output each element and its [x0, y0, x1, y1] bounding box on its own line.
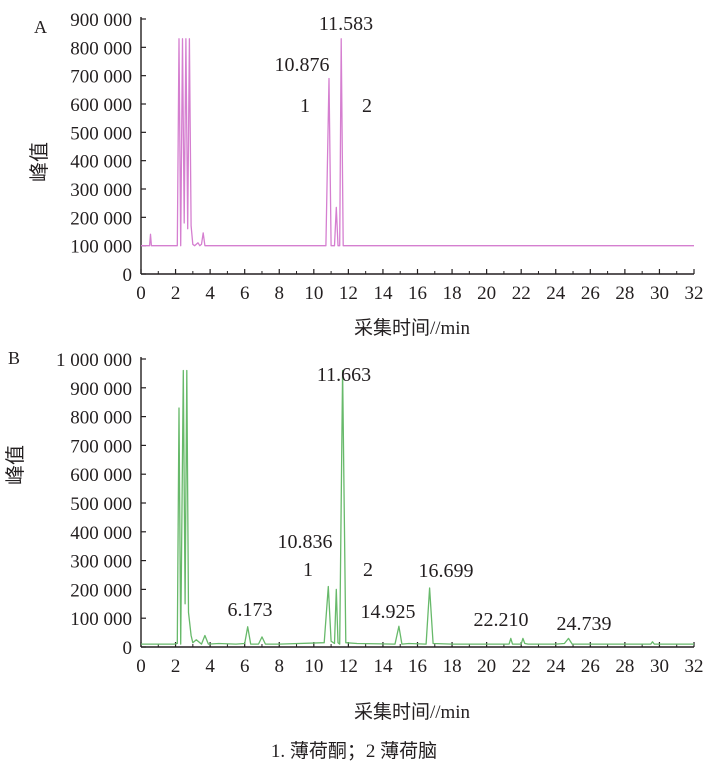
- panel-b-y-tick-label: 700 000: [70, 436, 132, 457]
- panel-b-y-tick-label: 600 000: [70, 465, 132, 486]
- panel-b-peak-id-1: 1: [303, 559, 313, 581]
- panel-a-x-tick-label: 0: [136, 283, 146, 304]
- panel-a: A 峰值 采集时间//min 0 2 4 6 8 10 12 14 16 18 20 22 24 26 28…: [28, 10, 704, 339]
- panel-a-y-axis-label: 峰值: [28, 142, 51, 182]
- panel-a-y-tick-label: 100 000: [70, 237, 132, 258]
- panel-b-plot: [141, 369, 694, 645]
- panel-a-plot: [141, 38, 694, 247]
- panel-a-x-tick-label: 12: [339, 283, 358, 304]
- panel-b-x-tick-label: 22: [512, 656, 531, 677]
- panel-a-x-tick-label: 14: [373, 283, 393, 304]
- panel-b-x-tick-label: 6: [240, 656, 250, 677]
- panel-b-x-tick-label: 26: [581, 656, 600, 677]
- figure-caption: 1. 薄荷酮；2 薄荷脑: [270, 741, 438, 762]
- panel-b-x-tick-label: 20: [477, 656, 496, 677]
- panel-a-x-axis-label: 采集时间//min: [354, 317, 471, 339]
- panel-b-x-tick-label: 14: [373, 656, 393, 677]
- panel-b-peak-id-2: 2: [363, 559, 373, 581]
- panel-b-y-tick-label: 500 000: [70, 494, 132, 515]
- panel-a-y-tick-label: 300 000: [70, 180, 132, 201]
- panel-b-x-tick-label: 30: [650, 656, 669, 677]
- panel-a-x-tick-label: 18: [443, 283, 462, 304]
- panel-a-y-tick-label: 600 000: [70, 95, 132, 116]
- panel-b-annotations: 6.173 10.836 1 11.663 2 14.925 16.699 22…: [228, 364, 612, 635]
- panel-a-y-tick-label: 500 000: [70, 123, 132, 144]
- panel-b-x-tick-label: 0: [136, 656, 146, 677]
- panel-a-y-tick-label: 0: [123, 265, 133, 286]
- panel-b-peak-label-24739: 24.739: [557, 613, 612, 635]
- panel-b-x-tick-label: 10: [304, 656, 323, 677]
- panel-a-label: A: [34, 17, 47, 37]
- panel-b-y-tick-label: 1 000 000: [56, 350, 132, 371]
- panel-b-x-axis-label: 采集时间//min: [354, 701, 471, 723]
- panel-a-x-tick-label: 2: [171, 283, 181, 304]
- panel-b-x-tick-label: 28: [615, 656, 634, 677]
- panel-b-y-tick-label: 300 000: [70, 552, 132, 573]
- panel-b: B 峰值 采集时间//min 0 2 4 6 8 10 12 14 16 18 20 22 24 26 28…: [4, 348, 704, 723]
- panel-a-x-tick-label: 4: [205, 283, 215, 304]
- panel-b-x-tick-label: 12: [339, 656, 358, 677]
- panel-a-y-tick-label: 400 000: [70, 152, 132, 173]
- panel-a-y-tick-label: 800 000: [70, 38, 132, 59]
- panel-a-x-tick-label: 22: [512, 283, 531, 304]
- panel-a-x-tick-label: 30: [650, 283, 669, 304]
- panel-b-x-tick-label: 24: [546, 656, 566, 677]
- panel-a-peak-id-2: 2: [362, 95, 372, 117]
- panel-a-y-tick-label: 900 000: [70, 10, 132, 31]
- panel-a-peak-label-11583: 11.583: [319, 13, 373, 35]
- panel-b-x-tick-label: 32: [685, 656, 704, 677]
- panel-a-peak-id-1: 1: [300, 95, 310, 117]
- panel-a-x-tick-label: 20: [477, 283, 496, 304]
- panel-b-y-tick-label: 0: [123, 638, 133, 659]
- panel-b-x-tick-label: 8: [275, 656, 285, 677]
- panel-b-peak-label-16699: 16.699: [419, 560, 474, 582]
- panel-a-x-tick-label: 26: [581, 283, 600, 304]
- panel-a-series-line: [141, 38, 694, 247]
- panel-a-y-tick-label: 200 000: [70, 208, 132, 229]
- panel-b-series-line: [141, 369, 694, 645]
- panel-a-peak-label-10876: 10.876: [275, 54, 330, 76]
- panel-b-y-tick-label: 200 000: [70, 580, 132, 601]
- panel-b-peak-label-10836: 10.836: [278, 531, 333, 553]
- panel-b-y-tick-label: 800 000: [70, 408, 132, 429]
- panel-a-x-tick-label: 10: [304, 283, 323, 304]
- panel-b-label: B: [8, 348, 20, 368]
- panel-b-x-tick-label: 16: [408, 656, 427, 677]
- panel-b-peak-label-6173: 6.173: [228, 599, 273, 621]
- panel-b-peak-label-14925: 14.925: [361, 601, 416, 623]
- panel-b-peak-label-11663: 11.663: [317, 364, 371, 386]
- panel-a-x-tick-label: 6: [240, 283, 250, 304]
- panel-a-x-tick-label: 28: [615, 283, 634, 304]
- panel-a-annotations: 10.876 1 11.583 2: [275, 13, 374, 117]
- panel-b-y-axis-label: 峰值: [4, 445, 27, 485]
- panel-b-peak-label-22210: 22.210: [474, 609, 529, 631]
- panel-a-x-tick-label: 32: [685, 283, 704, 304]
- panel-b-y-tick-label: 400 000: [70, 523, 132, 544]
- panel-a-x-tick-label: 8: [275, 283, 285, 304]
- panel-b-y-tick-label: 100 000: [70, 609, 132, 630]
- panel-b-x-tick-label: 4: [205, 656, 215, 677]
- panel-b-x-tick-label: 2: [171, 656, 181, 677]
- panel-a-y-tick-label: 700 000: [70, 67, 132, 88]
- panel-a-x-tick-label: 16: [408, 283, 427, 304]
- panel-b-y-tick-label: 900 000: [70, 379, 132, 400]
- panel-a-x-tick-label: 24: [546, 283, 566, 304]
- panel-b-x-tick-label: 18: [443, 656, 462, 677]
